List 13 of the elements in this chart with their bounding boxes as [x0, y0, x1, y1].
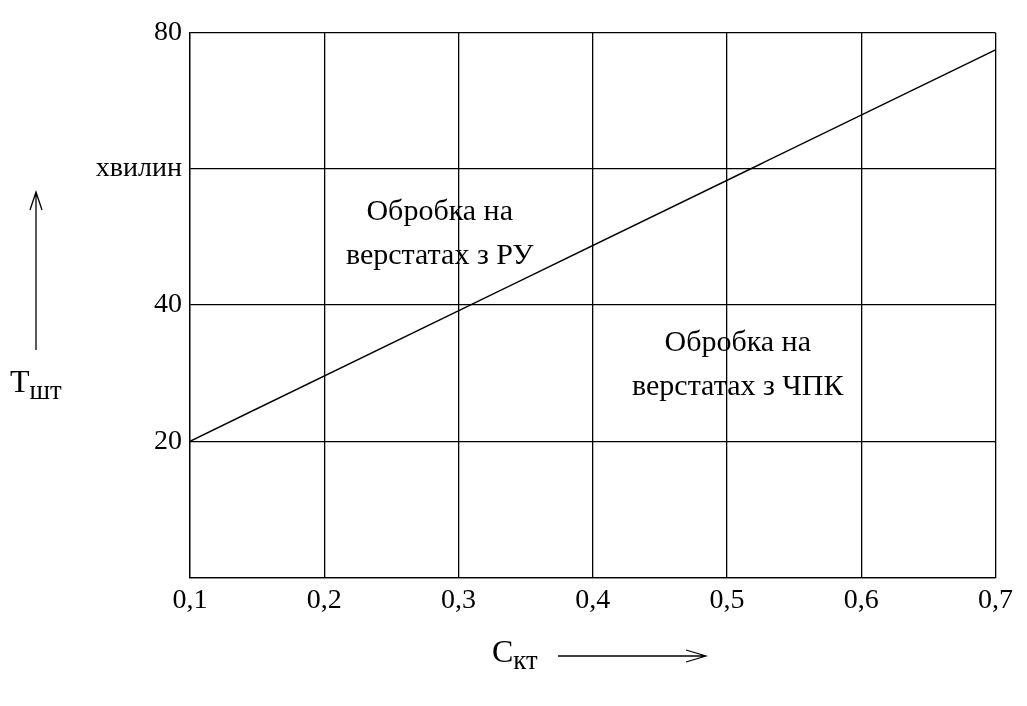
x-tick-label: 0,5: [709, 582, 745, 614]
x-tick-label: 0,4: [575, 582, 611, 614]
y-tick-label: 40: [154, 287, 182, 319]
y-axis-title: T$_{шт}$: [10, 363, 62, 407]
x-tick-label: 0,2: [306, 582, 342, 614]
x-axis-title: C$_{кт}$: [492, 633, 538, 677]
x-tick-label: 0,7: [978, 582, 1013, 614]
x-tick-label: 0,1: [172, 582, 208, 614]
y-tick-label: 80: [154, 15, 182, 47]
x-tick-label: 0,3: [441, 582, 476, 614]
y-tick-label: 20: [154, 423, 182, 455]
x-tick-label: 0,6: [843, 582, 879, 614]
y-tick-label: хвилин: [95, 151, 183, 183]
